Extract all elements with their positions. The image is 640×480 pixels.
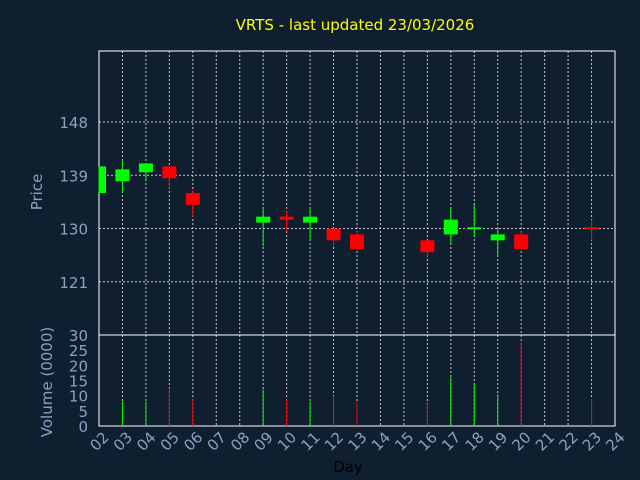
x-tick-label: 24 bbox=[602, 428, 628, 454]
x-tick-label: 10 bbox=[274, 428, 300, 454]
candle-body bbox=[162, 166, 177, 179]
x-tick-label: 07 bbox=[204, 428, 230, 454]
volume-axis-label: Volume (0000) bbox=[38, 327, 56, 437]
chart-title: VRTS - last updated 23/03/2026 bbox=[236, 16, 475, 34]
x-tick-label: 08 bbox=[227, 428, 253, 454]
x-tick-label: 17 bbox=[438, 428, 464, 454]
x-tick-label: 12 bbox=[321, 428, 347, 454]
volume-tick-label: 5 bbox=[78, 403, 88, 421]
x-tick-label: 16 bbox=[415, 428, 441, 454]
candle-body bbox=[115, 169, 130, 182]
candles bbox=[98, 160, 599, 259]
volume-tick-label: 15 bbox=[69, 373, 88, 391]
x-tick-label: 09 bbox=[251, 428, 277, 454]
x-tick-label: 14 bbox=[368, 428, 394, 454]
candle-body bbox=[138, 163, 153, 173]
volume-bars bbox=[121, 342, 593, 426]
volume-tick-label: 30 bbox=[69, 327, 88, 345]
x-tick-label: 21 bbox=[532, 428, 558, 454]
candle-body bbox=[256, 216, 271, 223]
candle-body bbox=[350, 234, 364, 250]
price-axis-ticks: 121 130 139 148 bbox=[59, 114, 88, 292]
grid-lines bbox=[99, 51, 615, 426]
volume-tick-label: 10 bbox=[69, 388, 88, 406]
candle-body bbox=[443, 219, 458, 235]
x-tick-label: 02 bbox=[86, 428, 112, 454]
candle-body bbox=[490, 234, 505, 241]
price-tick-label: 130 bbox=[59, 221, 88, 239]
volume-tick-label: 20 bbox=[69, 357, 88, 375]
volume-tick-label: 0 bbox=[78, 418, 88, 436]
x-tick-label: 11 bbox=[297, 428, 323, 454]
candle-body bbox=[467, 227, 482, 230]
candle-body bbox=[279, 216, 294, 220]
x-tick-label: 04 bbox=[133, 428, 159, 454]
volume-tick-label: 25 bbox=[69, 342, 88, 360]
x-tick-label: 19 bbox=[485, 428, 511, 454]
x-tick-label: 06 bbox=[180, 428, 206, 454]
candle-body bbox=[303, 216, 318, 223]
x-tick-label: 15 bbox=[391, 428, 417, 454]
candle-body bbox=[326, 228, 341, 241]
x-tick-label: 13 bbox=[344, 428, 370, 454]
price-tick-label: 139 bbox=[59, 167, 88, 185]
candle-body bbox=[99, 166, 106, 193]
price-tick-label: 148 bbox=[59, 114, 88, 132]
x-tick-label: 20 bbox=[509, 428, 535, 454]
x-axis-ticks: 0203040506070809101112131415161718192021… bbox=[86, 428, 628, 454]
price-tick-label: 121 bbox=[59, 274, 88, 292]
x-tick-label: 22 bbox=[555, 428, 581, 454]
candle-body bbox=[584, 227, 599, 230]
candle-body bbox=[420, 240, 435, 253]
candle-body bbox=[185, 193, 200, 205]
price-axis-label: Price bbox=[28, 174, 46, 211]
x-tick-label: 18 bbox=[462, 428, 488, 454]
x-axis-label: Day bbox=[333, 458, 363, 476]
candle-body bbox=[514, 234, 529, 250]
x-tick-label: 23 bbox=[579, 428, 605, 454]
x-tick-label: 05 bbox=[157, 428, 183, 454]
x-tick-label: 03 bbox=[110, 428, 136, 454]
